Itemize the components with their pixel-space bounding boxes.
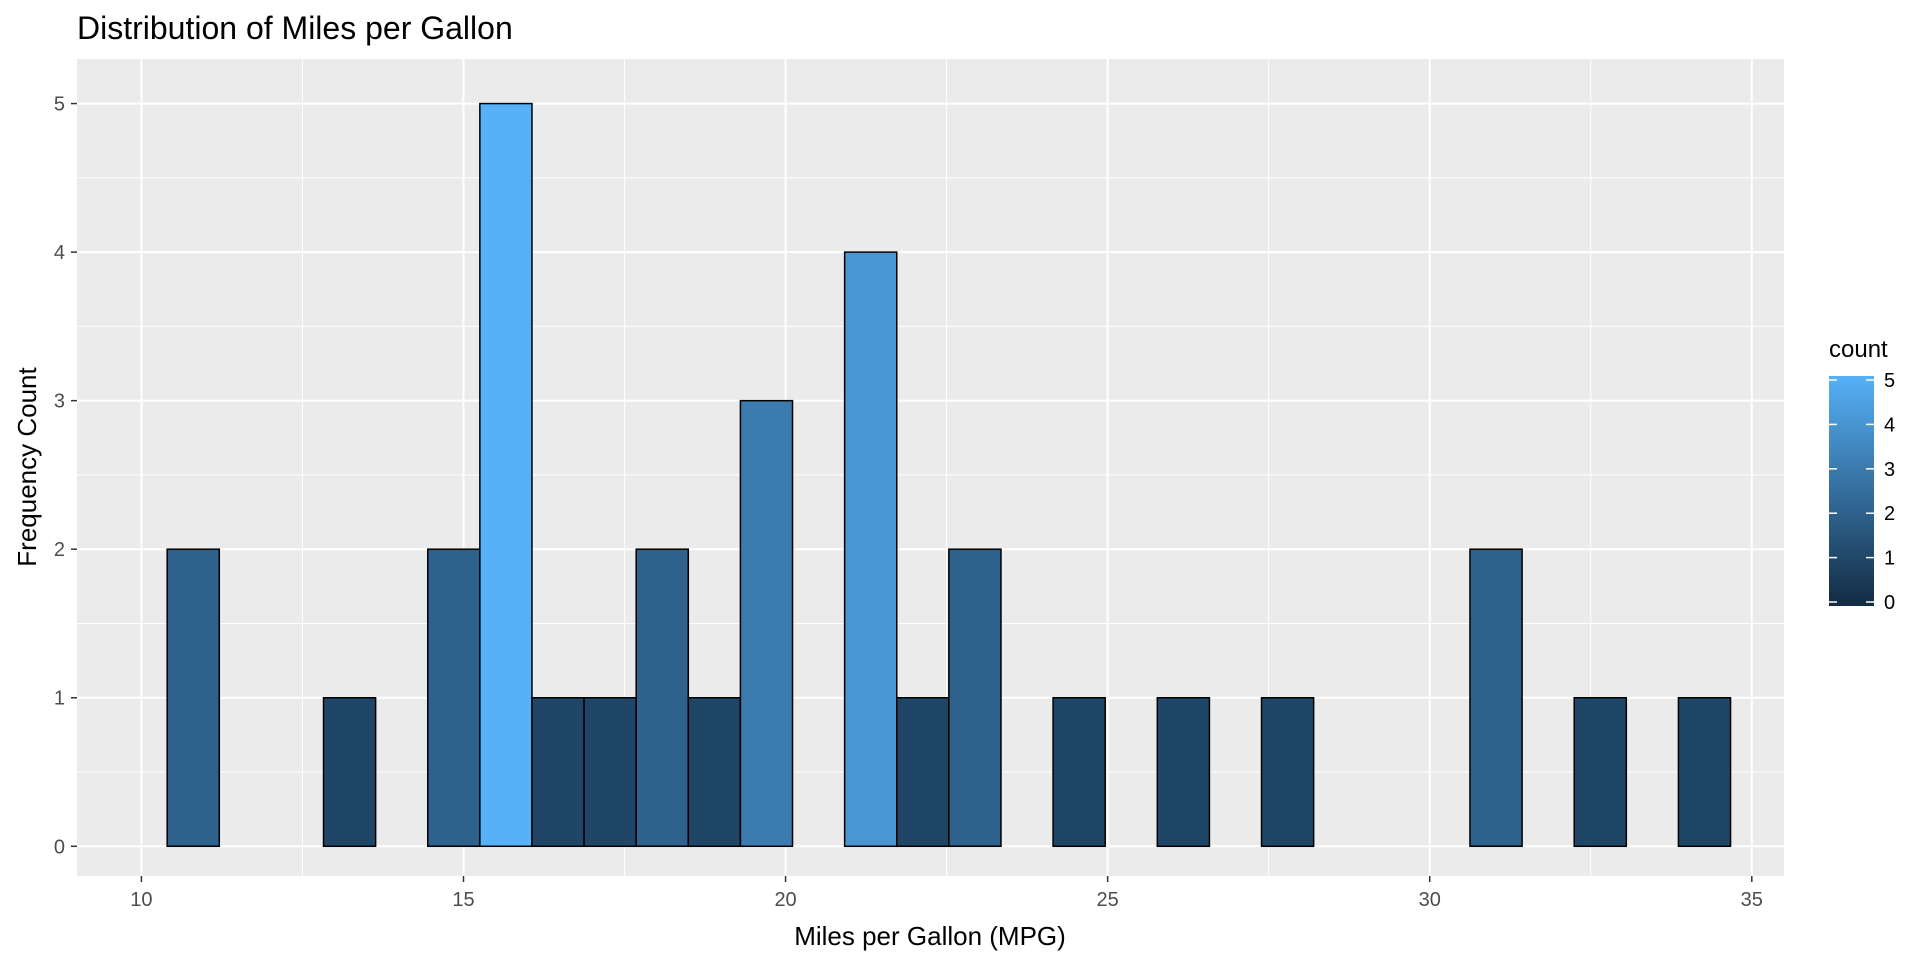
x-tick-label: 15	[452, 889, 474, 911]
histogram-bar	[1573, 696, 1628, 848]
y-tick-label: 3	[54, 391, 65, 413]
legend-tick-label: 1	[1884, 548, 1895, 570]
histogram-bar	[1677, 696, 1732, 848]
y-axis-title: Frequency Count	[12, 367, 42, 567]
x-tick-label: 25	[1097, 889, 1119, 911]
color-legend: count 5 4 3 2 1 0	[1829, 336, 1895, 614]
histogram-bar	[1469, 548, 1523, 848]
histogram-bar	[1052, 696, 1106, 848]
histogram-bar	[895, 696, 950, 848]
x-tick-label: 35	[1741, 889, 1763, 911]
y-tick-label: 1	[54, 688, 65, 710]
chart-title: Distribution of Miles per Gallon	[77, 10, 513, 46]
legend-colorbar	[1829, 376, 1874, 606]
histogram-bars	[166, 102, 1732, 848]
histogram-bar	[531, 696, 585, 848]
legend-title: count	[1829, 336, 1888, 363]
legend-ticks: 5 4 3 2 1 0	[1829, 370, 1895, 614]
x-axis: 10 15 20 25 30 35	[130, 876, 1763, 911]
y-tick-label: 5	[54, 94, 65, 116]
histogram-bar	[322, 696, 377, 848]
x-axis-title: Miles per Gallon (MPG)	[794, 921, 1066, 951]
histogram-bar	[1156, 696, 1211, 848]
y-tick-label: 4	[54, 242, 65, 264]
legend-tick-label: 4	[1884, 414, 1895, 436]
legend-tick-label: 0	[1884, 592, 1895, 614]
y-axis: 0 1 2 3 4 5	[54, 94, 77, 858]
histogram-bar	[426, 548, 481, 848]
histogram-bar	[739, 399, 794, 848]
legend-tick-label: 3	[1884, 459, 1895, 481]
histogram-bar	[583, 696, 637, 848]
legend-tick-label: 5	[1884, 370, 1895, 392]
histogram-bar	[479, 102, 533, 848]
histogram-bar	[635, 548, 690, 848]
histogram-bar	[1260, 696, 1315, 848]
y-tick-label: 0	[54, 836, 65, 858]
legend-tick-label: 2	[1884, 503, 1895, 525]
histogram-bar	[687, 696, 742, 848]
x-tick-label: 30	[1419, 889, 1441, 911]
x-tick-label: 10	[130, 889, 152, 911]
histogram-bar	[166, 548, 221, 848]
histogram-bar	[843, 251, 898, 848]
x-tick-label: 20	[774, 889, 796, 911]
y-tick-label: 2	[54, 539, 65, 561]
histogram-bar	[948, 548, 1002, 848]
